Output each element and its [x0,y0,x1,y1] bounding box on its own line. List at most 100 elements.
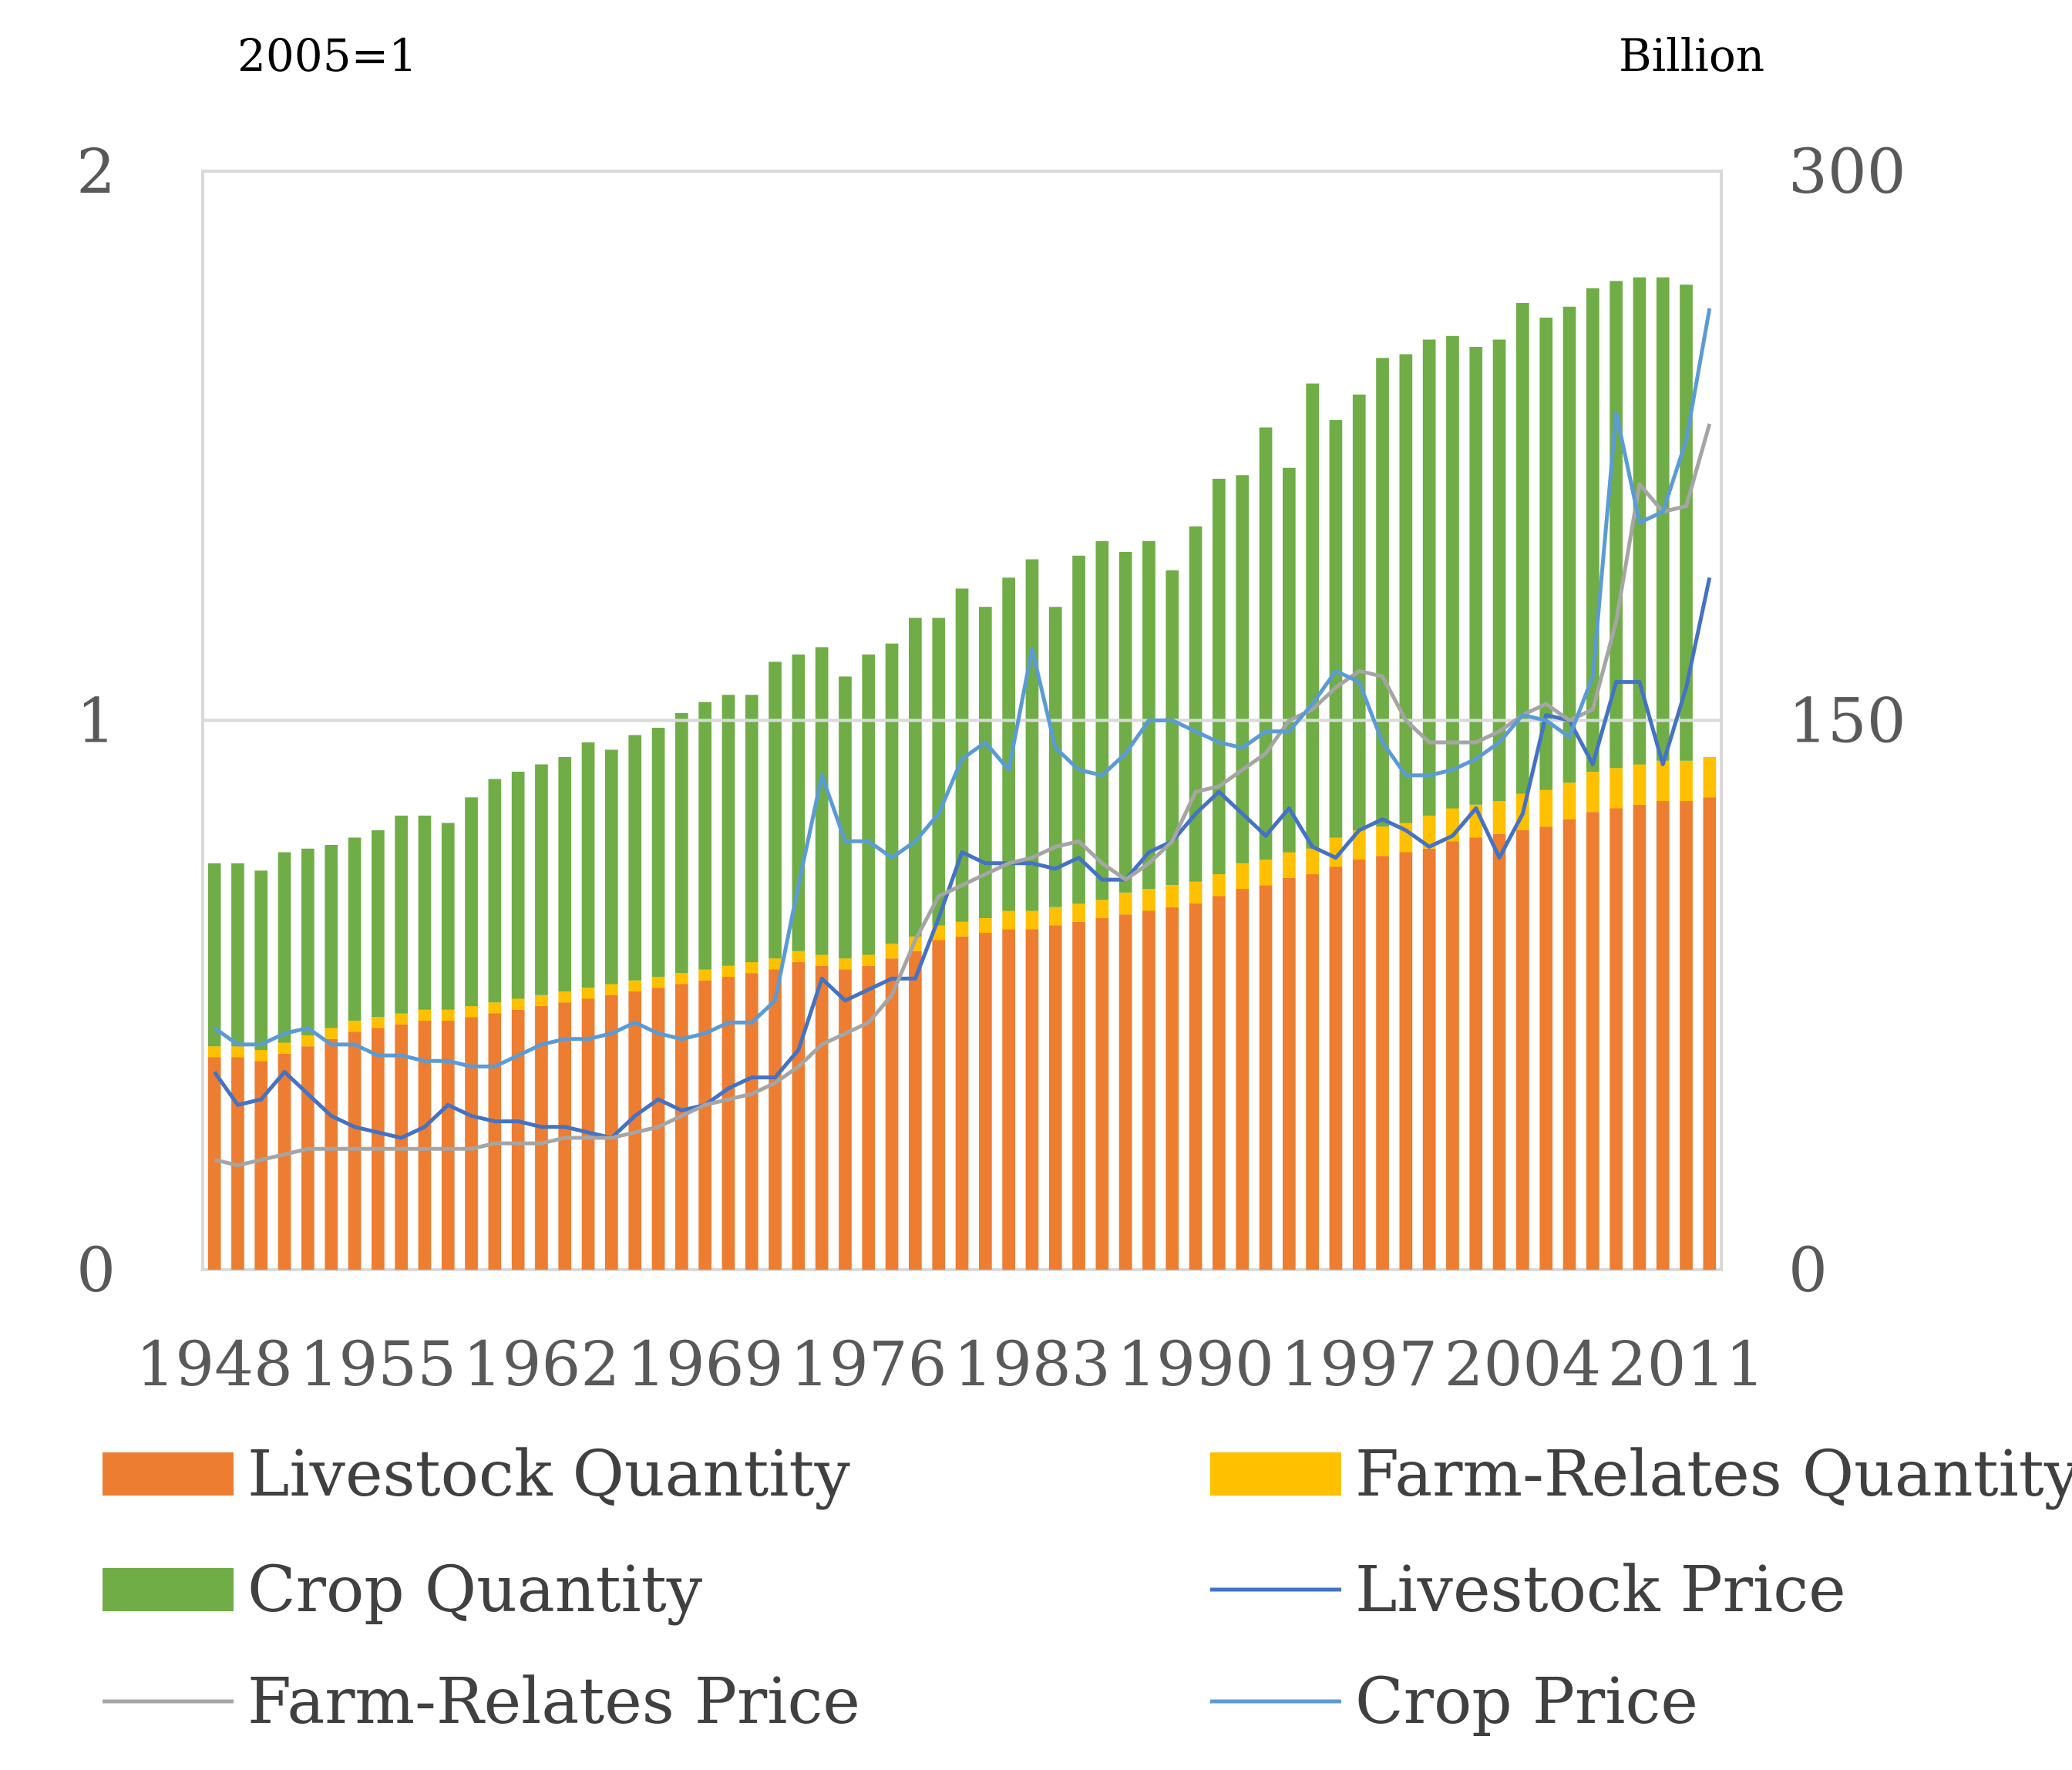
right-axis-tick: 0 [1788,1234,1828,1306]
line-farm-relates-price [214,423,1712,1168]
bar-farm-relates-quantity-1955 [372,1017,385,1028]
bar-livestock-quantity-1977 [885,958,899,1270]
left-axis-tick: 0 [76,1234,116,1306]
bar-livestock-quantity-1990 [1189,904,1202,1270]
bar-farm-relates-quantity-1958 [441,1009,455,1021]
bar-farm-relates-quantity-1988 [1142,889,1155,911]
bar-crop-quantity-1985 [1072,555,1085,904]
bar-livestock-quantity-1968 [675,984,688,1270]
bar-farm-relates-quantity-1994 [1283,852,1296,878]
bar-livestock-quantity-2006 [1562,819,1576,1270]
bar-farm-relates-quantity-2011 [1680,760,1693,802]
bar-crop-quantity-1959 [465,797,478,1007]
bar-farm-relates-quantity-1993 [1259,860,1273,886]
bar-crop-quantity-1988 [1142,540,1155,890]
bar-livestock-quantity-1950 [254,1061,268,1270]
bar-livestock-quantity-1986 [1095,918,1109,1270]
bar-farm-relates-quantity-1951 [278,1042,291,1054]
bar-crop-quantity-1949 [231,863,244,1047]
bar-crop-quantity-1971 [745,695,758,963]
bar-crop-quantity-2008 [1610,281,1623,769]
bar-crop-quantity-1980 [955,588,969,922]
bar-farm-relates-quantity-1984 [1048,907,1062,926]
left-axis-tick: 1 [76,685,116,757]
bar-livestock-quantity-1991 [1213,896,1226,1270]
legend-label: Crop Price [1355,1665,1698,1738]
right-axis-tick: 150 [1788,685,1906,757]
bar-farm-relates-quantity-1989 [1166,885,1179,907]
bar-crop-quantity-2000 [1422,339,1436,816]
legend-item-livestock-price: Livestock Price [1210,1553,1846,1627]
bar-crop-quantity-1983 [1025,559,1039,911]
bar-crop-quantity-1950 [254,870,268,1051]
bar-farm-relates-quantity-1957 [418,1009,432,1021]
bar-crop-quantity-2004 [1516,303,1529,794]
bar-livestock-quantity-1957 [418,1021,432,1270]
right-axis-tick: 300 [1788,136,1906,207]
bar-farm-relates-quantity-1964 [581,988,595,999]
bar-crop-quantity-1996 [1329,420,1343,838]
bar-farm-relates-quantity-2008 [1610,768,1623,809]
bar-livestock-quantity-1993 [1259,885,1273,1270]
x-axis-tick: 2011 [1608,1328,1765,1400]
bar-farm-relates-quantity-1974 [815,954,829,966]
bar-crop-quantity-1970 [722,695,735,966]
bar-farm-relates-quantity-1949 [231,1046,244,1058]
x-axis-tick: 2004 [1445,1328,1602,1400]
bar-crop-quantity-1982 [1002,577,1015,911]
bar-livestock-quantity-1958 [441,1021,455,1270]
bar-crop-quantity-1993 [1259,427,1273,860]
bar-crop-quantity-1984 [1048,607,1062,907]
legend-swatch [103,1568,234,1611]
bar-crop-quantity-1953 [325,845,338,1028]
bar-livestock-quantity-2005 [1539,826,1553,1270]
bar-crop-quantity-1961 [511,772,525,999]
bar-crop-quantity-2001 [1446,335,1459,809]
bar-crop-quantity-1956 [395,816,408,1014]
bar-farm-relates-quantity-1992 [1236,863,1250,890]
legend-label: Farm-Relates Quantity [1355,1438,2072,1511]
bar-livestock-quantity-1995 [1306,874,1319,1270]
bar-farm-relates-quantity-1969 [698,969,711,981]
bar-farm-relates-quantity-2012 [1703,757,1717,798]
bar-livestock-quantity-1976 [862,965,876,1270]
bar-crop-quantity-1999 [1399,354,1413,823]
bar-farm-relates-quantity-1968 [675,973,688,984]
bar-farm-relates-quantity-1971 [745,962,758,974]
bar-farm-relates-quantity-1959 [465,1006,478,1018]
legend-label: Livestock Quantity [247,1438,850,1511]
bar-livestock-quantity-1998 [1376,856,1389,1270]
bar-crop-quantity-1960 [488,779,502,1003]
bar-livestock-quantity-1980 [955,936,969,1270]
bar-livestock-quantity-2007 [1586,812,1599,1270]
left-axis-tick: 2 [76,136,116,207]
bar-crop-quantity-1989 [1166,570,1179,886]
bar-livestock-quantity-1951 [278,1053,291,1270]
bar-crop-quantity-1974 [815,647,829,955]
bar-crop-quantity-1967 [651,728,665,977]
bar-livestock-quantity-1982 [1002,929,1015,1270]
bar-livestock-quantity-1984 [1048,925,1062,1270]
bar-farm-relates-quantity-1976 [862,954,876,966]
bar-livestock-quantity-2008 [1610,808,1623,1270]
bar-crop-quantity-1955 [372,830,385,1018]
bar-crop-quantity-1975 [839,676,852,959]
x-axis-tick: 1976 [790,1328,947,1400]
bar-farm-relates-quantity-1996 [1329,837,1343,867]
bar-livestock-quantity-1962 [535,1006,548,1270]
bar-farm-relates-quantity-1987 [1118,892,1132,915]
bar-farm-relates-quantity-1986 [1095,900,1109,919]
legend-item-livestock-quantity: Livestock Quantity [103,1438,850,1511]
bar-crop-quantity-1979 [932,617,946,926]
bar-crop-quantity-1964 [581,742,595,988]
bar-farm-relates-quantity-1954 [348,1021,362,1032]
bar-farm-relates-quantity-2006 [1562,782,1576,819]
bar-crop-quantity-2005 [1539,318,1553,790]
x-axis-tick: 1962 [463,1328,621,1400]
legend-item-crop-price: Crop Price [1210,1665,1698,1738]
bar-crop-quantity-1963 [558,757,572,991]
bar-livestock-quantity-1989 [1166,907,1179,1270]
bar-farm-relates-quantity-1967 [651,977,665,988]
bar-farm-relates-quantity-1963 [558,991,572,1003]
